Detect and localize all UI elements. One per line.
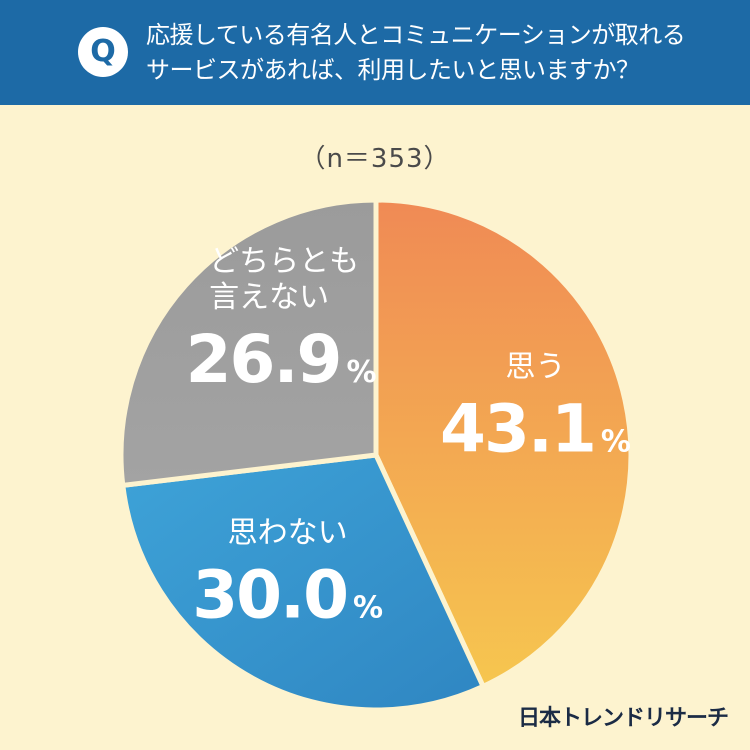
question-line-1: 応援している有名人とコミュニケーションが取れる <box>146 21 686 49</box>
label-no: 思わない 30.0% <box>192 515 383 633</box>
slice-neutral <box>118 197 379 488</box>
slice-name: どちらとも <box>209 244 359 279</box>
slice-value: 26.9% <box>186 321 377 398</box>
brand-logo: 日本トレンドリサーチ <box>517 706 729 731</box>
label-yes: 思う 43.1% <box>440 349 631 467</box>
slice-yes <box>373 197 634 689</box>
slice-no <box>120 452 486 713</box>
question-header: Q 応援している有名人とコミュニケーションが取れる サービスがあれば、利用したい… <box>0 0 750 105</box>
slice-name: 言えない <box>209 280 329 315</box>
question-badge-icon: Q <box>78 27 128 77</box>
slice-value: 30.0% <box>192 556 383 633</box>
slice-value: 43.1% <box>440 390 631 467</box>
question-line-2: サービスがあれば、利用したいと思いますか？ <box>146 56 640 84</box>
slice-name: 思わない <box>228 515 348 550</box>
sample-size: （n＝353） <box>299 144 451 174</box>
slice-name: 思う <box>505 349 565 384</box>
question-text: 応援している有名人とコミュニケーションが取れる サービスがあれば、利用したいと思… <box>146 18 726 88</box>
